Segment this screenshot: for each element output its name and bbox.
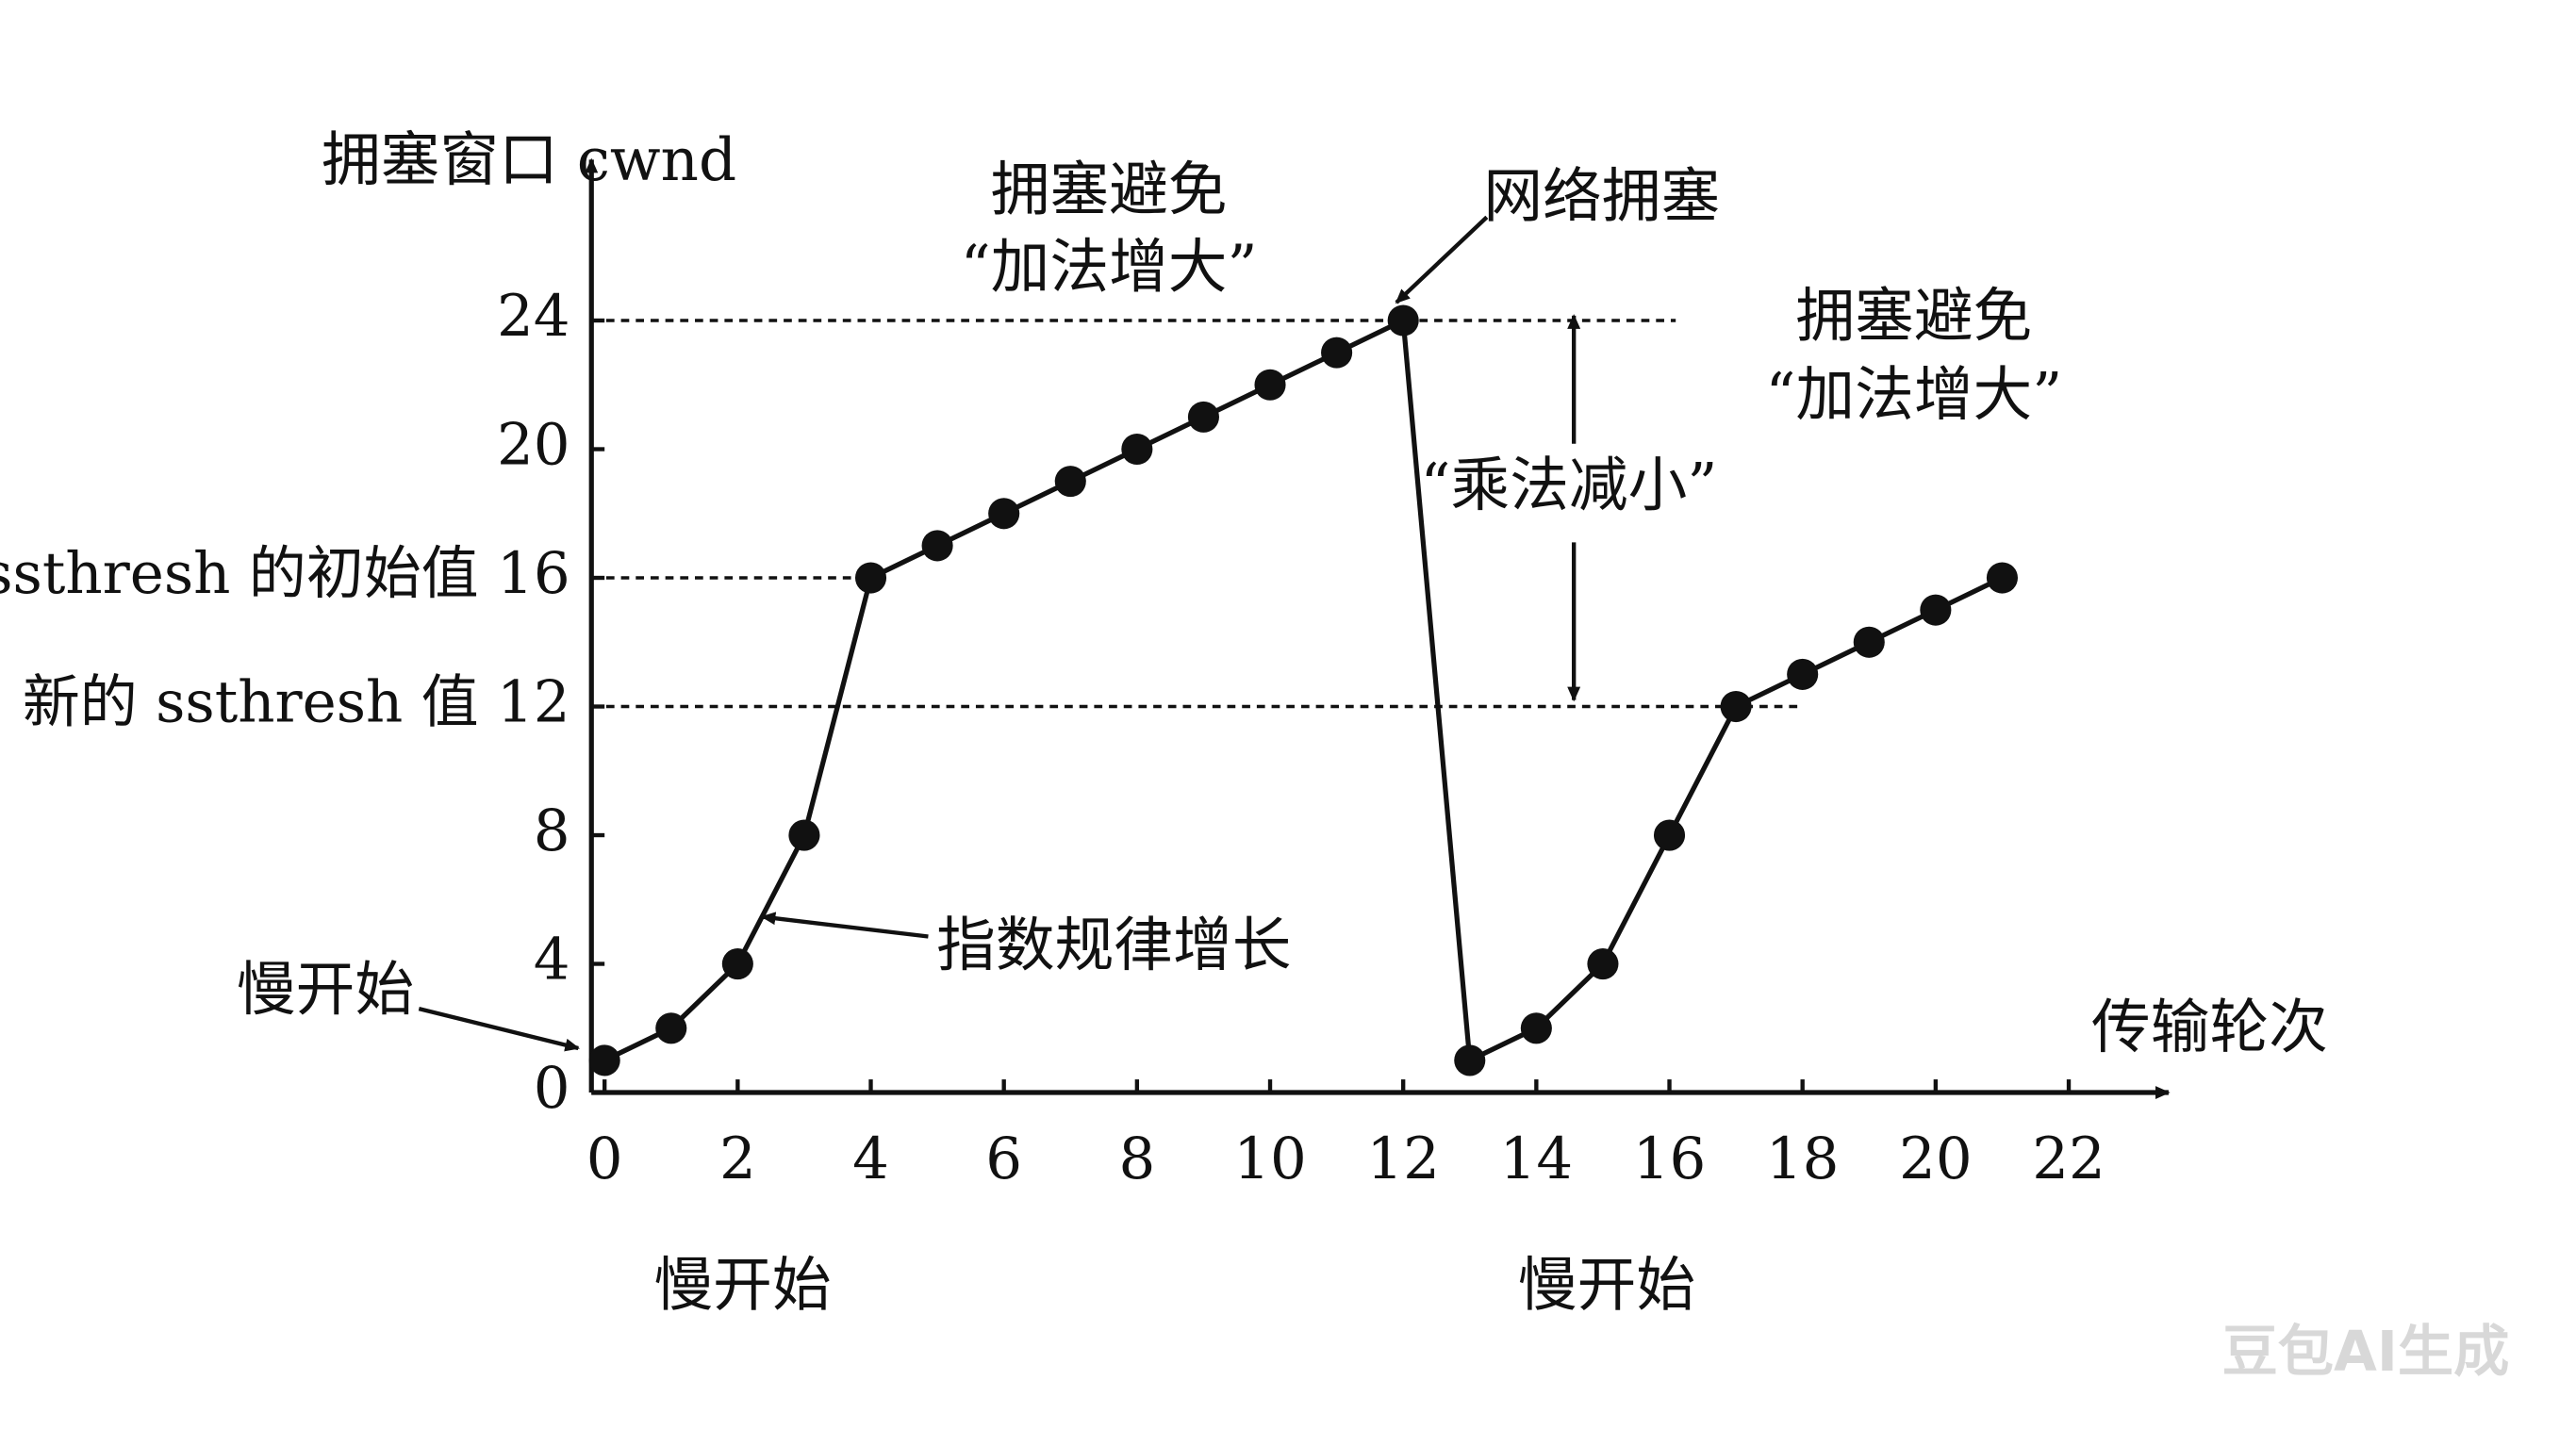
data-point	[854, 562, 887, 594]
data-point	[1986, 562, 2018, 594]
data-line	[603, 317, 2004, 1064]
annotation-arrow	[1395, 215, 1489, 304]
data-point	[1121, 433, 1153, 466]
data-point	[1454, 1044, 1486, 1076]
annotation: 指数规律增长	[936, 911, 1291, 979]
annotation-arrow	[760, 912, 929, 939]
annotation: 慢开始	[237, 955, 414, 1024]
x-tick-label: 20	[1899, 1126, 1973, 1192]
annotation: 慢开始	[653, 1251, 831, 1320]
x-tick-label: 10	[1233, 1126, 1307, 1192]
annotation: “乘法减小”	[1420, 451, 1717, 519]
x-tick-label: 18	[1766, 1126, 1840, 1192]
data-point	[1254, 369, 1286, 401]
x-tick-label: 22	[2032, 1126, 2105, 1192]
x-tick-label: 12	[1366, 1126, 1440, 1192]
x-tick-label: 14	[1500, 1126, 1574, 1192]
data-point	[1321, 337, 1353, 369]
y-tick-label: 4	[534, 927, 570, 994]
y-tick-label: 24	[497, 283, 570, 350]
data-point	[721, 947, 753, 980]
data-point	[1920, 594, 1952, 626]
annotation: 网络拥塞	[1483, 161, 1720, 230]
x-axis-label: 传输轮次	[2091, 993, 2328, 1061]
annotation: 拥塞避免	[1795, 282, 2032, 351]
data-point	[988, 498, 1020, 530]
x-tick-label: 8	[1118, 1126, 1155, 1192]
y-axis-label: 拥塞窗口 cwnd	[322, 125, 736, 194]
x-tick-label: 4	[852, 1126, 889, 1192]
watermark: 豆包AI生成	[2222, 1319, 2510, 1384]
y-tick-label: 0	[534, 1055, 570, 1122]
data-point	[655, 1012, 687, 1044]
data-point	[1787, 658, 1819, 690]
annotation: “加法增大”	[1765, 360, 2062, 429]
annotation: “加法增大”	[961, 232, 1258, 301]
annotation: 慢开始	[1518, 1251, 1695, 1320]
data-point	[1054, 466, 1086, 498]
y-tick-label: 8	[534, 797, 570, 864]
data-point	[1387, 304, 1419, 337]
data-point	[1520, 1012, 1552, 1044]
y-tick-label: 20	[497, 412, 570, 479]
y-tick-label: ssthresh 的初始值 16	[0, 540, 570, 607]
data-point	[1587, 947, 1619, 980]
x-tick-label: 2	[719, 1126, 756, 1192]
x-tick-label: 16	[1633, 1126, 1707, 1192]
data-point	[788, 819, 820, 851]
data-point	[1720, 690, 1752, 723]
annotation-arrow	[418, 1007, 580, 1052]
x-tick-label: 6	[985, 1126, 1022, 1192]
data-point	[921, 530, 953, 562]
data-point	[1853, 626, 1885, 658]
data-point	[588, 1044, 620, 1076]
annotation: 拥塞避免	[991, 155, 1228, 223]
data-point	[1187, 401, 1219, 433]
x-tick-label: 0	[586, 1126, 623, 1192]
y-tick-label: 新的 ssthresh 值 12	[23, 669, 570, 736]
data-point	[1653, 819, 1686, 851]
